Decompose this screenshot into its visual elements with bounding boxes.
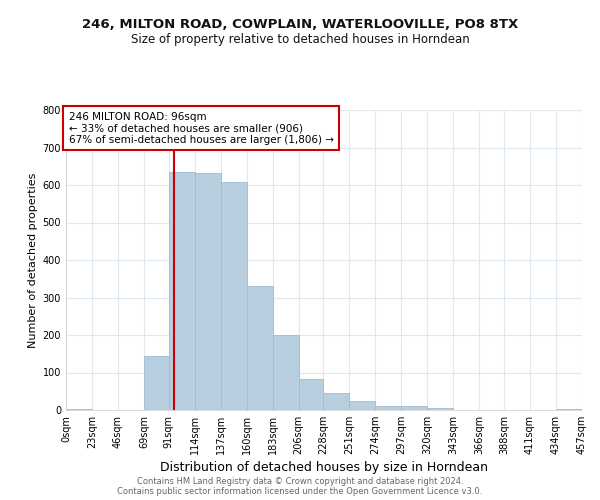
Text: 246, MILTON ROAD, COWPLAIN, WATERLOOVILLE, PO8 8TX: 246, MILTON ROAD, COWPLAIN, WATERLOOVILL…	[82, 18, 518, 30]
Bar	[323, 393, 349, 410]
Bar	[556, 409, 582, 410]
Text: 246 MILTON ROAD: 96sqm
← 33% of detached houses are smaller (906)
67% of semi-de: 246 MILTON ROAD: 96sqm ← 33% of detached…	[68, 112, 334, 144]
Bar	[247, 286, 272, 410]
Bar	[349, 400, 376, 410]
Bar	[66, 409, 92, 410]
Text: Contains public sector information licensed under the Open Government Licence v3: Contains public sector information licen…	[118, 488, 482, 496]
Bar	[299, 378, 323, 410]
Bar	[221, 182, 247, 410]
Text: Contains HM Land Registry data © Crown copyright and database right 2024.: Contains HM Land Registry data © Crown c…	[137, 478, 463, 486]
Bar	[376, 406, 401, 410]
Text: Size of property relative to detached houses in Horndean: Size of property relative to detached ho…	[131, 32, 469, 46]
Bar	[427, 408, 453, 410]
Bar	[272, 335, 299, 410]
Y-axis label: Number of detached properties: Number of detached properties	[28, 172, 38, 348]
Bar	[401, 406, 427, 410]
Bar	[195, 172, 221, 410]
Bar	[169, 172, 195, 410]
X-axis label: Distribution of detached houses by size in Horndean: Distribution of detached houses by size …	[160, 461, 488, 474]
Bar	[144, 356, 169, 410]
